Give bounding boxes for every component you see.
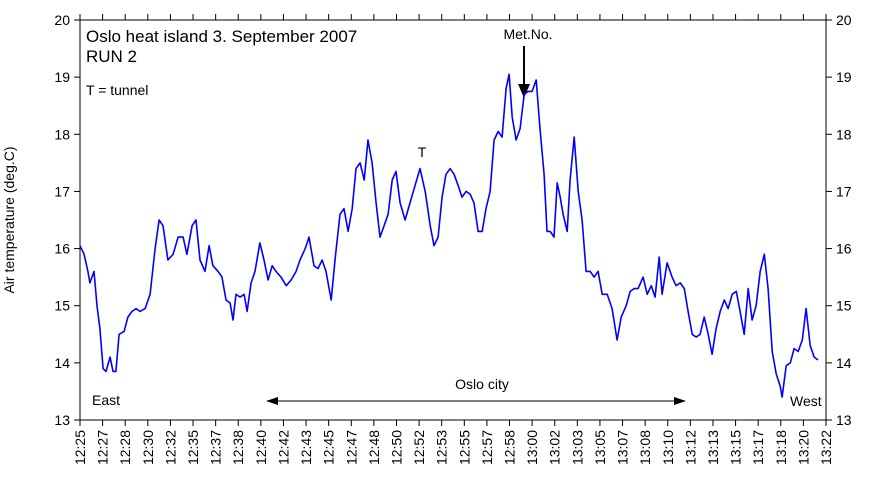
x-tick-label: 12:27: [95, 430, 111, 465]
y-tick-label: 13: [54, 412, 70, 428]
annotation: Met.No.: [503, 26, 552, 42]
x-tick-label: 13:05: [592, 430, 608, 465]
x-tick-label: 12:30: [140, 430, 156, 465]
y-axis-label: Air temperature (deg.C): [1, 146, 17, 293]
y2-tick-label: 15: [836, 298, 852, 314]
y2-tick-label: 18: [836, 126, 852, 142]
x-tick-label: 12:43: [298, 430, 314, 465]
temperature-line: [79, 73, 819, 398]
x-tick-label: 12:48: [366, 430, 382, 465]
x-tick-label: 12:28: [117, 430, 133, 465]
x-tick-label: 12:45: [321, 430, 337, 465]
x-tick-label: 13:20: [795, 430, 811, 465]
y2-tick-label: 17: [836, 183, 852, 199]
y2-tick-label: 14: [836, 355, 852, 371]
y-tick-label: 20: [54, 12, 70, 28]
x-tick-label: 13:10: [660, 430, 676, 465]
x-tick-label: 12:37: [208, 430, 224, 465]
x-tick-label: 13:15: [728, 430, 744, 465]
x-tick-label: 12:25: [72, 430, 88, 465]
x-tick-label: 12:58: [502, 430, 518, 465]
y2-tick-label: 16: [836, 241, 852, 257]
arrowhead: [266, 397, 278, 405]
annotation: Oslo city: [455, 376, 509, 392]
arrowhead: [674, 397, 686, 405]
x-tick-label: 12:32: [162, 430, 178, 465]
x-tick-label: 13:02: [547, 430, 563, 465]
x-tick-label: 13:13: [705, 430, 721, 465]
y-tick-label: 18: [54, 126, 70, 142]
x-tick-label: 12:40: [253, 430, 269, 465]
x-tick-label: 13:22: [818, 430, 834, 465]
y-tick-label: 17: [54, 183, 70, 199]
x-tick-label: 13:17: [750, 430, 766, 465]
chart-subtitle: RUN 2: [86, 47, 137, 66]
y2-tick-label: 20: [836, 12, 852, 28]
x-tick-label: 12:53: [434, 430, 450, 465]
x-tick-label: 12:57: [479, 430, 495, 465]
y2-tick-label: 19: [836, 69, 852, 85]
y2-tick-label: 13: [836, 412, 852, 428]
y-tick-label: 19: [54, 69, 70, 85]
note: T = tunnel: [86, 82, 148, 98]
x-tick-label: 13:07: [615, 430, 631, 465]
x-tick-label: 12:55: [456, 430, 472, 465]
plot-frame: [79, 19, 827, 421]
arrowhead: [518, 84, 530, 98]
x-tick-label: 12:47: [343, 430, 359, 465]
y-tick-label: 15: [54, 298, 70, 314]
x-tick-label: 13:00: [524, 430, 540, 465]
x-tick-label: 13:08: [637, 430, 653, 465]
x-tick-label: 13:18: [773, 430, 789, 465]
annotation: West: [790, 393, 822, 409]
x-tick-label: 12:35: [185, 430, 201, 465]
annotation: T: [418, 144, 427, 160]
x-tick-label: 12:38: [230, 430, 246, 465]
chart-title: Oslo heat island 3. September 2007: [86, 27, 357, 46]
x-tick-label: 12:50: [388, 430, 404, 465]
x-tick-label: 12:52: [411, 430, 427, 465]
y-tick-label: 16: [54, 241, 70, 257]
x-tick-label: 12:42: [275, 430, 291, 465]
x-tick-label: 13:03: [569, 430, 585, 465]
annotation: East: [92, 392, 120, 408]
x-tick-label: 13:12: [682, 430, 698, 465]
y-tick-label: 14: [54, 355, 70, 371]
